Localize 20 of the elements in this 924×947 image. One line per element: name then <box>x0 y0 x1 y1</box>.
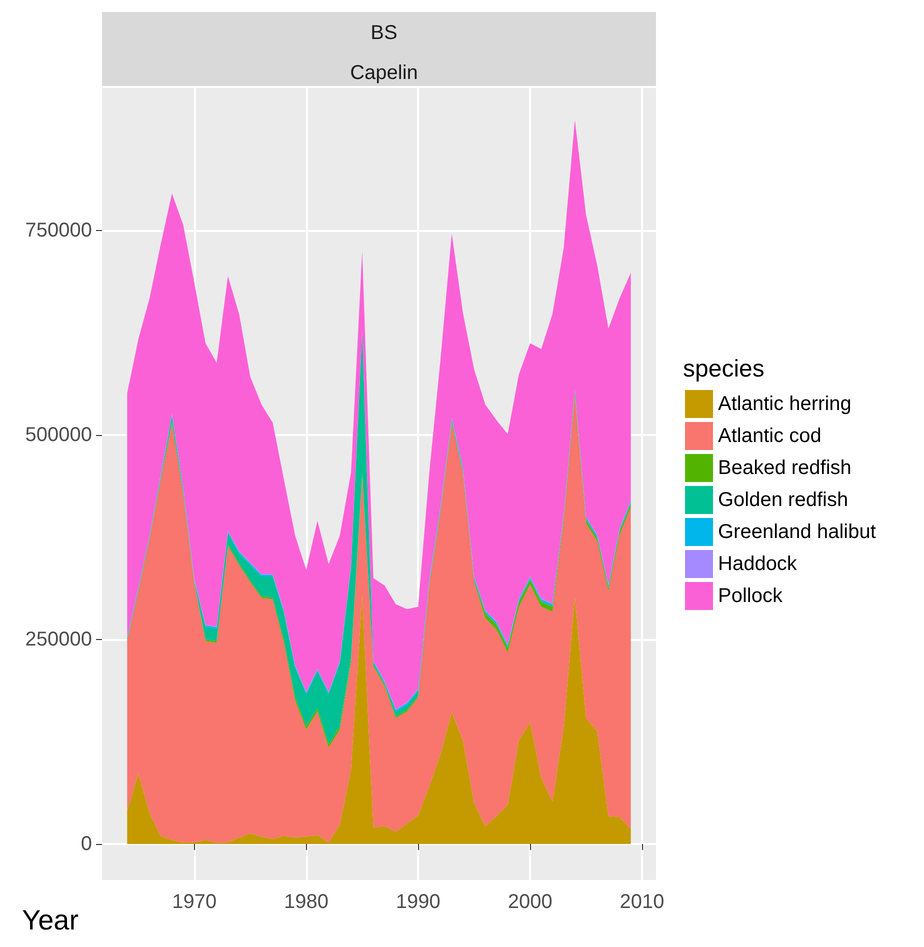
legend-title: species <box>683 356 764 382</box>
y-tick-label: 250000 <box>25 628 92 650</box>
chart-title: BS <box>370 22 398 44</box>
y-tick-label: 750000 <box>25 219 92 242</box>
legend-label: Atlantic herring <box>718 393 852 415</box>
x-tick-label: 2010 <box>620 891 664 913</box>
y-tick-label: 500000 <box>25 424 92 446</box>
legend-label: Golden redfish <box>718 489 848 511</box>
x-axis-title: Year <box>22 904 79 936</box>
legend-label: Beaked redfish <box>718 457 852 479</box>
y-tick-label: 0 <box>80 833 92 855</box>
legend-label: Pollock <box>718 585 784 607</box>
legend-label: Haddock <box>718 553 798 575</box>
chart-subtitle: Capelin <box>350 62 418 84</box>
legend-label: Greenland halibut <box>718 521 876 543</box>
legend-label: Atlantic cod <box>718 425 822 447</box>
x-tick-label: 1990 <box>396 891 440 913</box>
x-tick-label: 1970 <box>172 891 217 913</box>
x-tick-label: 1980 <box>284 891 329 913</box>
x-tick-label: 2000 <box>508 891 552 913</box>
